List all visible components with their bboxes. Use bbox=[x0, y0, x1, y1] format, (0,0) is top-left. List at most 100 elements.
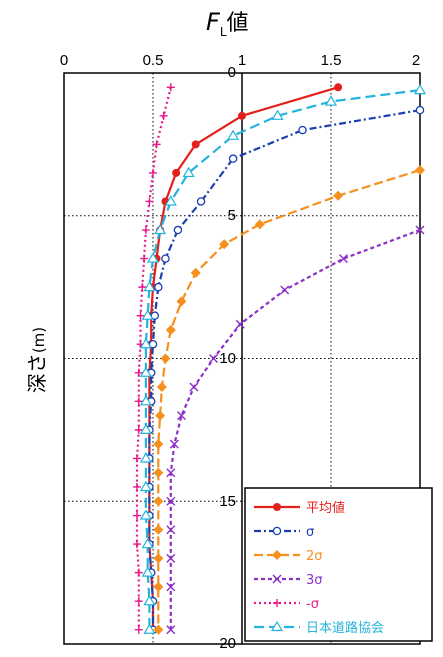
data-point bbox=[298, 125, 307, 135]
data-point bbox=[139, 366, 152, 377]
data-point bbox=[141, 309, 154, 320]
data-point bbox=[415, 225, 425, 235]
data-point bbox=[154, 282, 163, 292]
data-point bbox=[280, 285, 290, 295]
data-point bbox=[143, 280, 156, 292]
data-point bbox=[413, 83, 427, 95]
data-point bbox=[166, 468, 176, 478]
data-point bbox=[139, 395, 152, 406]
legend-marker bbox=[272, 550, 282, 560]
data-point bbox=[161, 254, 170, 263]
y-tick-label: 15 bbox=[219, 493, 236, 510]
svg-text:深さ(m): 深さ(m) bbox=[25, 327, 49, 393]
data-point bbox=[152, 140, 161, 149]
legend-label: 3σ bbox=[306, 573, 323, 588]
legend-marker bbox=[273, 503, 281, 511]
data-point bbox=[139, 423, 152, 434]
data-point bbox=[153, 624, 164, 635]
x-tick-label: 1.5 bbox=[321, 52, 342, 69]
series-5 bbox=[132, 83, 175, 634]
title-suffix: 値 bbox=[227, 11, 249, 36]
legend-item: σ bbox=[254, 525, 314, 540]
legend-marker bbox=[270, 620, 284, 632]
data-point bbox=[415, 165, 425, 176]
y-axis-label-text: 深さ bbox=[25, 353, 49, 393]
data-point bbox=[209, 354, 219, 363]
data-point bbox=[238, 111, 246, 120]
data-point bbox=[166, 525, 176, 535]
data-point bbox=[136, 311, 145, 320]
title-sub: L bbox=[220, 25, 227, 39]
legend-label: 平均値 bbox=[306, 500, 345, 516]
legend-item: -σ bbox=[254, 597, 319, 612]
data-point bbox=[132, 540, 141, 549]
data-point bbox=[140, 254, 149, 263]
data-point bbox=[139, 452, 152, 463]
data-point bbox=[166, 553, 176, 563]
data-point bbox=[166, 496, 176, 506]
series-layer bbox=[132, 83, 427, 635]
data-point bbox=[153, 467, 164, 478]
data-point bbox=[334, 83, 343, 92]
data-point bbox=[143, 623, 156, 634]
data-point bbox=[141, 566, 154, 577]
y-tick-label: 20 bbox=[219, 635, 236, 652]
y-axis-label: 深さ(m) bbox=[25, 327, 49, 393]
data-point bbox=[153, 496, 164, 507]
data-point bbox=[149, 168, 157, 177]
y-tick-label: 5 bbox=[228, 207, 236, 224]
y-tick-label: 0 bbox=[228, 64, 236, 81]
data-point bbox=[132, 454, 141, 463]
data-point bbox=[166, 582, 176, 592]
data-point bbox=[134, 397, 143, 406]
legend-label: σ bbox=[306, 525, 314, 540]
data-point bbox=[324, 95, 338, 106]
data-point bbox=[141, 537, 154, 549]
series-line bbox=[169, 228, 421, 630]
data-point bbox=[338, 254, 348, 264]
x-tick-label: 0.5 bbox=[143, 52, 164, 69]
data-point bbox=[153, 553, 164, 564]
title-main: F bbox=[206, 8, 221, 36]
legend-marker bbox=[272, 574, 282, 584]
data-point bbox=[228, 154, 238, 163]
data-point bbox=[134, 625, 143, 634]
legend-item: 平均値 bbox=[254, 500, 345, 516]
x-tick-label: 2 bbox=[412, 52, 420, 69]
x-tick-label: 0 bbox=[60, 52, 68, 69]
legend: 平均値 σ 2σ 3σ -σ 日本道路協会 bbox=[244, 487, 433, 642]
series-line bbox=[148, 86, 339, 630]
data-point bbox=[227, 129, 240, 140]
data-point bbox=[159, 111, 168, 120]
data-point bbox=[139, 338, 152, 349]
legend-label: -σ bbox=[306, 597, 319, 612]
data-point bbox=[134, 368, 143, 377]
data-point bbox=[196, 197, 206, 206]
data-point bbox=[146, 252, 160, 263]
data-point bbox=[165, 324, 176, 335]
data-point bbox=[156, 382, 167, 393]
data-point bbox=[141, 226, 150, 235]
plot-frame bbox=[63, 72, 421, 645]
y-axis-label-unit: (m) bbox=[30, 327, 48, 353]
data-point bbox=[173, 225, 183, 235]
data-point bbox=[132, 511, 141, 520]
data-point bbox=[145, 197, 154, 206]
data-point bbox=[191, 140, 200, 149]
y-tick-label: 10 bbox=[219, 350, 236, 367]
data-point bbox=[155, 410, 166, 421]
data-point bbox=[166, 625, 176, 635]
y-tick-labels: 0 5 10 15 20 bbox=[219, 64, 236, 652]
chart-title: FL値 bbox=[206, 8, 249, 39]
data-point bbox=[235, 319, 245, 329]
series-3 bbox=[153, 165, 425, 635]
data-point bbox=[219, 239, 230, 250]
legend-label: 日本道路協会 bbox=[306, 620, 384, 636]
data-point bbox=[153, 439, 164, 450]
x-tick-label: 1 bbox=[238, 52, 246, 69]
series-line bbox=[144, 89, 421, 630]
data-point bbox=[190, 267, 201, 278]
data-point bbox=[134, 597, 143, 606]
data-point bbox=[176, 296, 187, 307]
